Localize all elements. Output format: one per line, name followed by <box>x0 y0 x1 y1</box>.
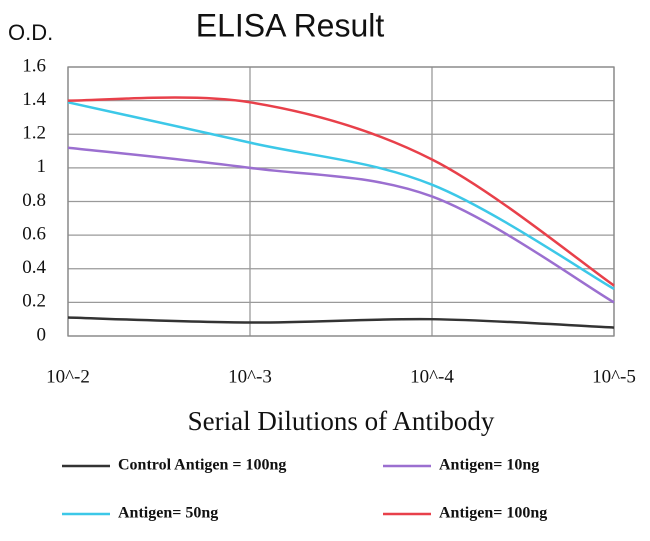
series-line <box>67 101 615 291</box>
legend-label: Antigen= 10ng <box>439 457 539 474</box>
legend-label: Antigen= 100ng <box>439 505 547 522</box>
y-tick-label: 0.8 <box>22 190 46 211</box>
x-tick-label: 10^-2 <box>46 366 90 387</box>
chart-title: ELISA Result <box>196 7 385 43</box>
y-axis-label: O.D. <box>8 20 53 45</box>
x-tick-label: 10^-5 <box>592 366 636 387</box>
x-tick-label: 10^-3 <box>228 366 272 387</box>
y-tick-label: 1.4 <box>22 89 46 110</box>
series-line <box>67 316 615 329</box>
y-tick-label: 0.6 <box>22 223 46 244</box>
y-tick-label: 1.6 <box>22 55 46 76</box>
plot-border <box>67 66 615 337</box>
y-tick-label: 0 <box>37 324 47 345</box>
y-tick-label: 0.4 <box>22 257 46 278</box>
series-line <box>67 96 615 287</box>
x-axis-label: Serial Dilutions of Antibody <box>188 406 495 436</box>
legend-label: Control Antigen = 100ng <box>118 457 286 474</box>
legend-label: Antigen= 50ng <box>118 505 218 522</box>
x-tick-label: 10^-4 <box>410 366 454 387</box>
y-tick-label: 1.2 <box>22 123 46 144</box>
y-tick-label: 1 <box>37 156 47 177</box>
y-tick-label: 0.2 <box>22 291 46 312</box>
series-line <box>67 146 615 304</box>
